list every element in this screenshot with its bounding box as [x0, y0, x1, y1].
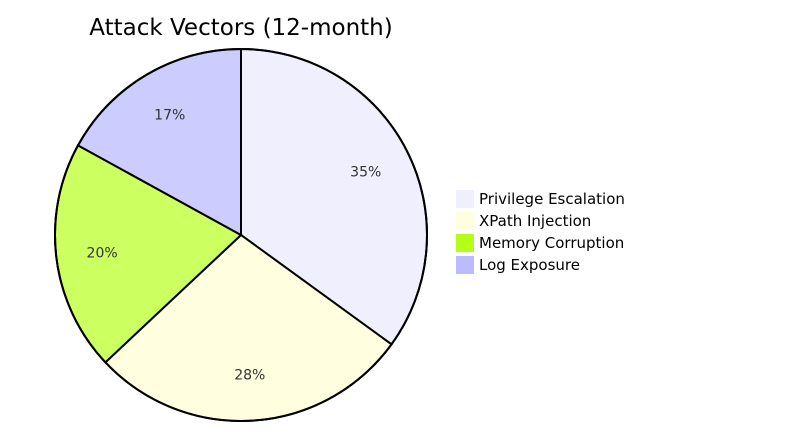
- slice-label-memory-corruption: 20%: [87, 246, 118, 262]
- legend-swatch-privilege-escalation: [456, 190, 474, 208]
- legend-swatch-log-exposure: [456, 256, 474, 274]
- pie-slices: [54, 47, 428, 422]
- legend-swatch-memory-corruption: [456, 234, 474, 252]
- pie-outline: [54, 48, 428, 422]
- legend: Privilege Escalation XPath Injection Memor…: [456, 190, 625, 274]
- legend-label-xpath-injection: XPath Injection: [479, 212, 591, 230]
- slice-label-log-exposure: 17%: [154, 107, 185, 123]
- legend-label-log-exposure: Log Exposure: [479, 256, 580, 274]
- legend-label-memory-corruption: Memory Corruption: [479, 234, 624, 252]
- chart-title: Attack Vectors (12-month): [89, 15, 392, 41]
- pie-slice-labels: 35% 28% 20% 17%: [87, 107, 382, 383]
- legend-swatch-xpath-injection: [456, 212, 474, 230]
- legend-label-privilege-escalation: Privilege Escalation: [479, 190, 625, 208]
- slice-label-privilege-escalation: 35%: [350, 164, 381, 180]
- slice-label-xpath-injection: 28%: [234, 368, 265, 384]
